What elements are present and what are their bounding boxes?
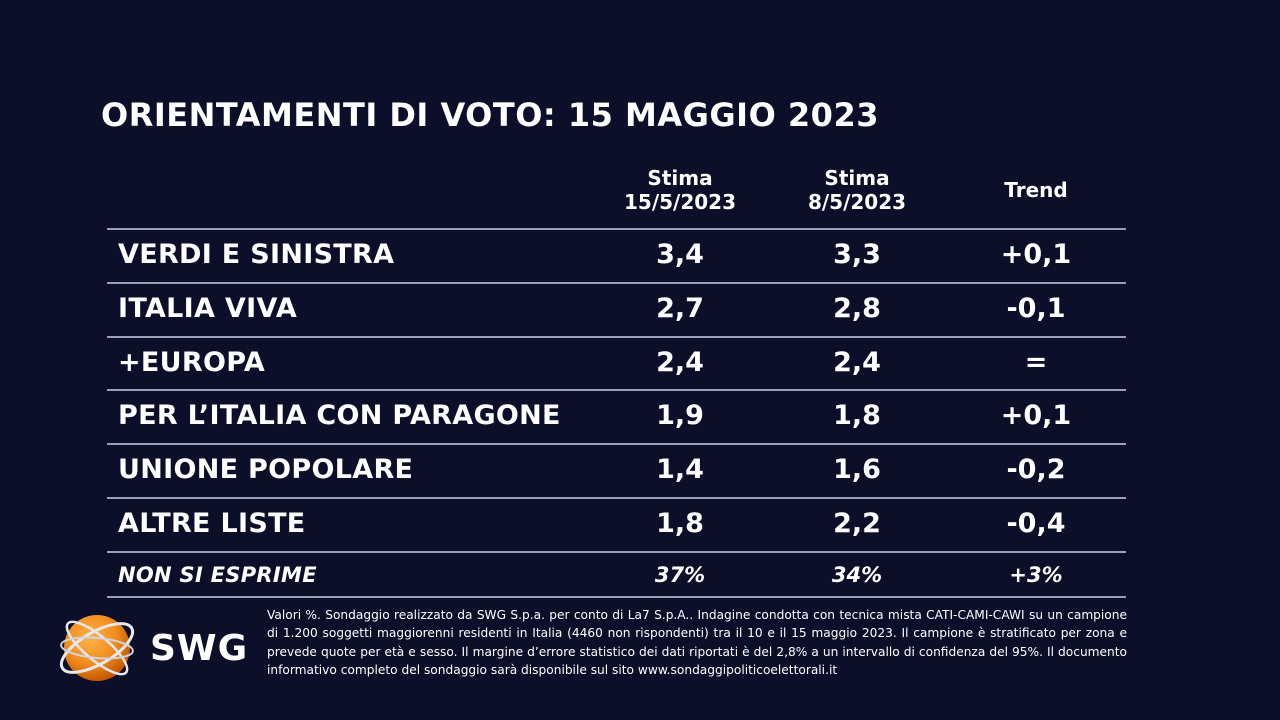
value-trend: -0,4 [1006,508,1066,539]
value-current: 37% [654,563,706,587]
column-header-trend-label: Trend [1004,178,1068,202]
value-current: 3,4 [656,239,704,270]
value-previous: 1,8 [833,400,881,431]
value-previous: 34% [831,563,883,587]
column-header-current-line2: 15/5/2023 [623,190,737,214]
column-header-previous-line2: 8/5/2023 [807,190,907,214]
column-header-current-line1: Stima [647,166,713,190]
value-previous: 3,3 [833,239,881,270]
table-row: +EUROPA 2,4 2,4 = [107,337,1126,389]
table-row: ITALIA VIVA 2,7 2,8 -0,1 [107,283,1126,335]
party-name: ALTRE LISTE [118,508,306,539]
party-name: NON SI ESPRIME [118,563,317,587]
party-name: UNIONE POPOLARE [118,454,414,485]
value-current: 1,4 [656,454,704,485]
value-previous: 1,6 [833,454,881,485]
value-current: 1,9 [656,400,704,431]
methodology-note: Valori %. Sondaggio realizzato da SWG S.… [267,608,1127,678]
table-rule [107,551,1126,553]
value-trend: -0,1 [1006,293,1066,324]
value-previous: 2,2 [833,508,881,539]
swg-globe-icon [59,615,135,681]
page-title: ORIENTAMENTI DI VOTO: 15 MAGGIO 2023 [101,96,879,134]
table-row: UNIONE POPOLARE 1,4 1,6 -0,2 [107,444,1126,496]
table-rule [107,596,1126,598]
value-previous: 2,8 [833,293,881,324]
column-header-current: Stima 15/5/2023 [600,166,760,214]
swg-logo-text: SWG [150,628,249,669]
table-rule [107,282,1126,284]
party-name: VERDI E SINISTRA [118,239,395,270]
party-name: ITALIA VIVA [118,293,298,324]
table-rule [107,389,1126,391]
table-row: VERDI E SINISTRA 3,4 3,3 +0,1 [107,229,1126,281]
table-rule [107,497,1126,499]
table-row: PER L’ITALIA CON PARAGONE 1,9 1,8 +0,1 [107,390,1126,442]
column-header-trend: Trend [956,178,1116,202]
table-rule [107,336,1126,338]
table-rule [107,443,1126,445]
value-trend: +3% [1009,563,1063,587]
party-name: +EUROPA [118,347,266,378]
value-trend: = [1024,347,1048,378]
value-previous: 2,4 [833,347,881,378]
table-row: NON SI ESPRIME 37% 34% +3% [107,553,1126,605]
column-header-previous-line1: Stima [824,166,890,190]
column-header-previous: Stima 8/5/2023 [777,166,937,214]
table-row: ALTRE LISTE 1,8 2,2 -0,4 [107,498,1126,550]
value-trend: -0,2 [1006,454,1066,485]
value-trend: +0,1 [1000,400,1072,431]
value-current: 1,8 [656,508,704,539]
table-rule [107,228,1126,230]
value-current: 2,4 [656,347,704,378]
party-name: PER L’ITALIA CON PARAGONE [118,400,561,431]
value-current: 2,7 [656,293,704,324]
value-trend: +0,1 [1000,239,1072,270]
